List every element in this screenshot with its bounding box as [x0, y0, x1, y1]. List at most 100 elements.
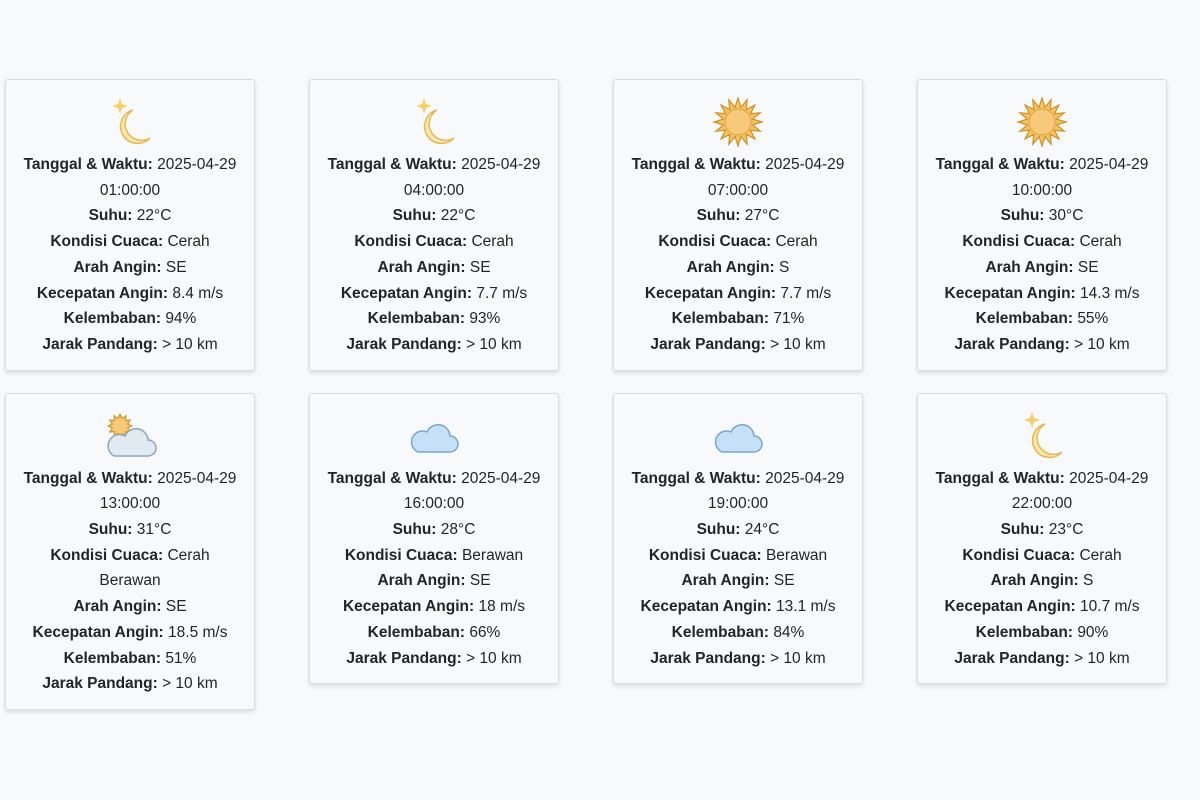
info-row: Tanggal & Waktu: 2025-04-29 16:00:00	[322, 466, 546, 517]
field-label: Tanggal & Waktu:	[631, 469, 761, 487]
field-label: Arah Angin:	[681, 572, 770, 590]
field-value: 51%	[165, 649, 197, 667]
info-row: Kondisi Cuaca: Cerah	[626, 229, 850, 255]
info-row: Kelembaban: 51%	[18, 646, 242, 672]
field-value: SE	[1077, 258, 1099, 276]
sun-icon	[1014, 94, 1070, 150]
field-value: 2025-04-29 10:00:00	[1011, 156, 1149, 199]
info-row: Kondisi Cuaca: Berawan	[322, 543, 546, 569]
field-label: Suhu:	[392, 207, 437, 225]
info-row: Arah Angin: SE	[930, 255, 1154, 281]
info-row: Kelembaban: 84%	[626, 620, 850, 646]
field-value: Cerah	[167, 233, 210, 251]
field-label: Kelembaban:	[63, 310, 161, 328]
info-row: Kelembaban: 90%	[930, 620, 1154, 646]
info-row: Kelembaban: 93%	[322, 306, 546, 332]
moon-icon	[406, 94, 462, 150]
field-label: Kelembaban:	[975, 310, 1073, 328]
info-row: Jarak Pandang: > 10 km	[18, 671, 242, 697]
card-grid: Tanggal & Waktu: 2025-04-29 01:00:00 Suhu…	[5, 79, 1175, 710]
field-value: Cerah	[471, 233, 514, 251]
field-label: Kelembaban:	[367, 623, 465, 641]
field-value: 18.5 m/s	[168, 623, 228, 641]
field-label: Arah Angin:	[377, 258, 466, 276]
moon-icon	[1014, 408, 1070, 464]
info-row: Arah Angin: S	[930, 568, 1154, 594]
cloud-icon	[710, 408, 766, 464]
moon-icon	[102, 94, 158, 150]
info-row: Kondisi Cuaca: Cerah	[322, 229, 546, 255]
sun-icon	[710, 94, 766, 150]
field-label: Tanggal & Waktu:	[327, 469, 457, 487]
field-label: Kecepatan Angin:	[640, 598, 772, 616]
info-row: Arah Angin: S	[626, 255, 850, 281]
weather-card: Tanggal & Waktu: 2025-04-29 19:00:00 Suhu…	[613, 392, 863, 685]
field-value: Cerah	[1079, 546, 1122, 564]
info-row: Kondisi Cuaca: Cerah	[18, 229, 242, 255]
info-row: Jarak Pandang: > 10 km	[626, 332, 850, 358]
field-label: Suhu:	[696, 521, 741, 539]
field-value: 24°C	[744, 521, 780, 539]
field-value: S	[779, 258, 790, 276]
field-value: 22°C	[440, 207, 476, 225]
weather-card: Tanggal & Waktu: 2025-04-29 01:00:00 Suhu…	[5, 79, 255, 371]
info-row: Tanggal & Waktu: 2025-04-29 04:00:00	[322, 152, 546, 203]
info-row: Kecepatan Angin: 18.5 m/s	[18, 620, 242, 646]
field-value: SE	[469, 572, 491, 590]
field-label: Arah Angin:	[686, 258, 775, 276]
field-value: > 10 km	[1074, 649, 1130, 667]
info-row: Suhu: 31°C	[18, 517, 242, 543]
field-label: Tanggal & Waktu:	[935, 156, 1065, 173]
field-value: Berawan	[461, 546, 524, 564]
info-row: Kondisi Cuaca: Berawan	[626, 543, 850, 569]
info-row: Tanggal & Waktu: 2025-04-29 01:00:00	[18, 152, 242, 203]
info-row: Jarak Pandang: > 10 km	[18, 332, 242, 358]
info-row: Kelembaban: 55%	[930, 306, 1154, 332]
field-label: Kecepatan Angin:	[36, 284, 169, 302]
field-label: Jarak Pandang:	[650, 335, 766, 353]
weather-card: Tanggal & Waktu: 2025-04-29 04:00:00 Suhu…	[309, 79, 559, 371]
field-label: Suhu:	[696, 207, 741, 225]
field-label: Jarak Pandang:	[346, 649, 462, 667]
info-row: Arah Angin: SE	[18, 594, 242, 620]
info-row: Kecepatan Angin: 18 m/s	[322, 594, 546, 620]
field-value: Cerah	[1079, 233, 1122, 251]
info-row: Kecepatan Angin: 7.7 m/s	[322, 281, 546, 307]
field-value: Cerah Berawan	[99, 546, 210, 590]
info-row: Tanggal & Waktu: 2025-04-29 10:00:00	[930, 152, 1154, 203]
field-value: 22°C	[136, 207, 172, 225]
field-label: Kecepatan Angin:	[32, 623, 164, 641]
field-value: 7.7 m/s	[780, 284, 832, 302]
field-label: Kondisi Cuaca:	[648, 546, 762, 564]
field-label: Suhu:	[392, 521, 437, 539]
field-value: Berawan	[765, 546, 828, 564]
info-row: Suhu: 30°C	[930, 203, 1154, 229]
field-value: 2025-04-29 13:00:00	[99, 469, 237, 513]
info-row: Kelembaban: 94%	[18, 306, 242, 332]
field-value: 13.1 m/s	[776, 598, 836, 616]
field-label: Kecepatan Angin:	[340, 284, 473, 302]
field-label: Tanggal & Waktu:	[935, 469, 1065, 487]
field-label: Kelembaban:	[367, 310, 465, 328]
partly-cloudy-icon	[102, 408, 158, 464]
field-value: 18 m/s	[478, 598, 526, 616]
field-value: SE	[469, 258, 491, 276]
field-value: SE	[165, 258, 187, 276]
field-value: > 10 km	[162, 335, 218, 353]
info-row: Tanggal & Waktu: 2025-04-29 07:00:00	[626, 152, 850, 203]
weather-card: Tanggal & Waktu: 2025-04-29 10:00:00 Suhu…	[917, 79, 1167, 371]
field-value: S	[1083, 572, 1094, 590]
field-label: Jarak Pandang:	[650, 649, 766, 667]
field-label: Tanggal & Waktu:	[23, 156, 153, 173]
weather-card: Tanggal & Waktu: 2025-04-29 22:00:00 Suhu…	[917, 392, 1167, 685]
field-label: Arah Angin:	[377, 572, 466, 590]
field-label: Tanggal & Waktu:	[327, 156, 457, 173]
field-value: > 10 km	[770, 335, 826, 353]
info-row: Jarak Pandang: > 10 km	[930, 646, 1154, 672]
info-row: Kecepatan Angin: 13.1 m/s	[626, 594, 850, 620]
field-value: 31°C	[136, 521, 172, 539]
info-row: Jarak Pandang: > 10 km	[930, 332, 1154, 358]
info-row: Kondisi Cuaca: Cerah	[930, 229, 1154, 255]
info-row: Jarak Pandang: > 10 km	[626, 646, 850, 672]
field-value: 2025-04-29 07:00:00	[707, 156, 845, 199]
